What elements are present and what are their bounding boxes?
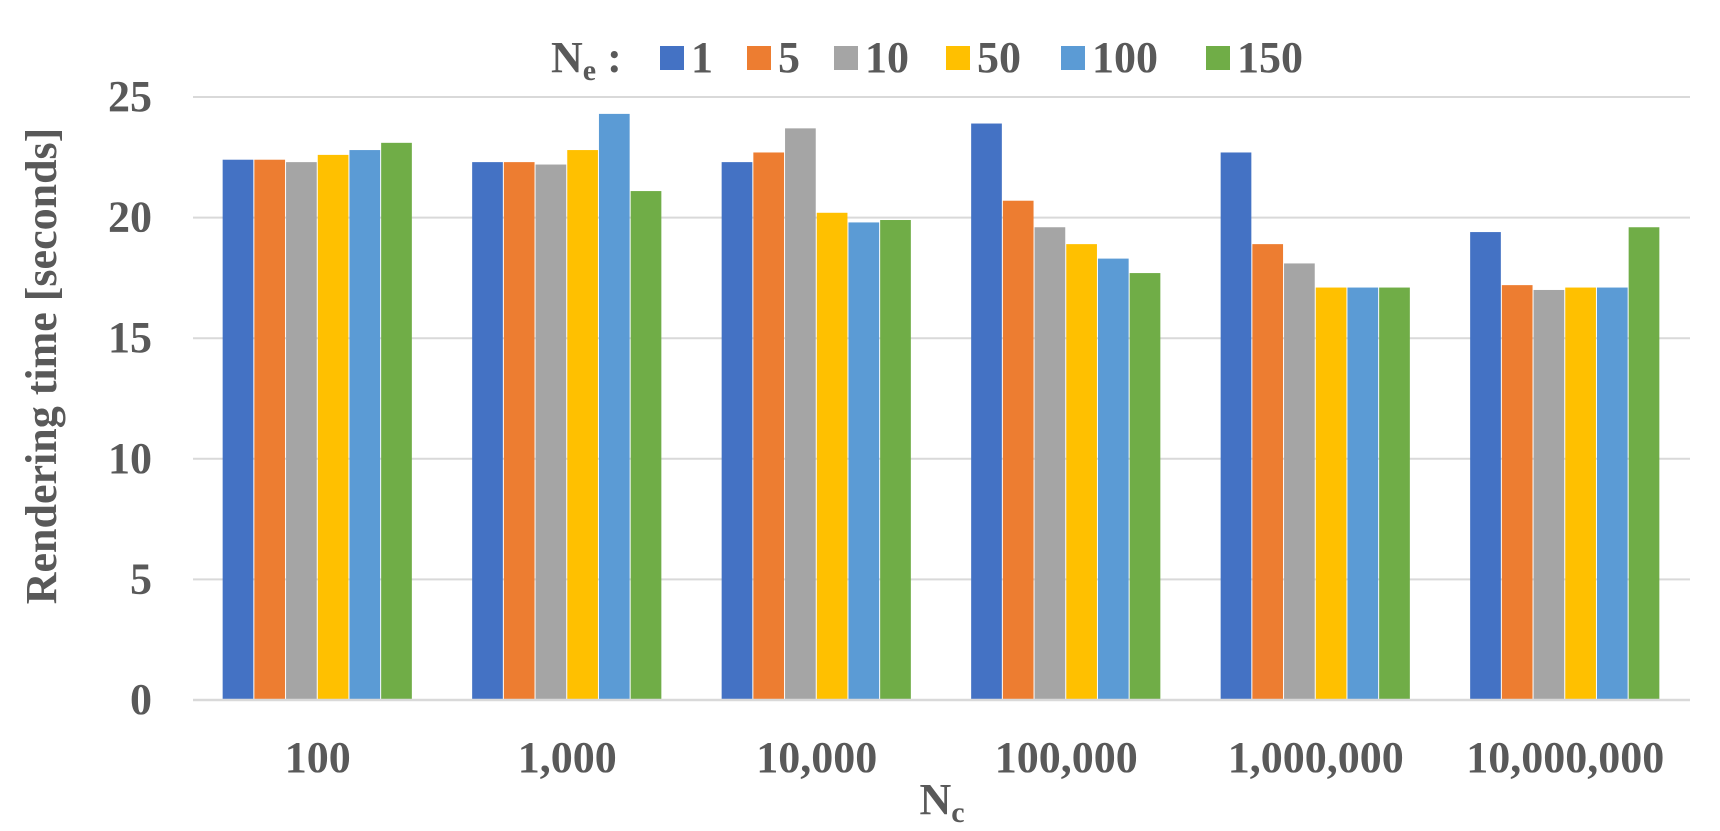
bar-100-ne-5 <box>254 159 286 700</box>
x-category-label: 100 <box>285 733 351 782</box>
bar-10000-ne-1 <box>721 162 753 700</box>
x-category-label: 1,000,000 <box>1228 733 1404 782</box>
y-axis-title: Rendering time [seconds] <box>17 128 66 605</box>
x-category-labels: 100 1,000 10,000 100,000 1,000,000 10,000,000 <box>285 733 1665 782</box>
y-tick-label: 0 <box>130 675 152 724</box>
bar-10000-ne-100 <box>848 222 880 700</box>
bar-100-ne-150 <box>381 142 412 700</box>
bars <box>222 113 1660 701</box>
bar-1000-ne-50 <box>567 150 598 701</box>
legend-swatch-ne-10 <box>834 46 858 70</box>
bar-10000000-ne-10 <box>1533 289 1565 700</box>
y-tick-label: 20 <box>108 193 152 242</box>
bar-1000000-ne-150 <box>1379 287 1410 700</box>
x-category-label: 1,000 <box>518 733 617 782</box>
bar-1000-ne-1 <box>472 162 503 700</box>
legend-label-ne-150: 150 <box>1237 33 1303 82</box>
legend-title: Ne : <box>551 33 622 87</box>
bar-10000-ne-50 <box>816 212 848 700</box>
legend-title-subscript: e <box>583 54 596 87</box>
bar-100000-ne-150 <box>1129 273 1161 700</box>
bar-1000000-ne-1 <box>1220 152 1252 700</box>
bar-1000000-ne-100 <box>1347 287 1379 700</box>
bar-1000000-ne-50 <box>1315 287 1347 700</box>
bar-100-ne-10 <box>286 162 317 700</box>
y-tick-label: 10 <box>108 434 152 483</box>
y-tick-label: 5 <box>130 554 152 603</box>
bar-100000-ne-1 <box>971 123 1002 701</box>
bar-1000-ne-100 <box>598 113 630 700</box>
legend-title-main: N <box>551 33 583 82</box>
bar-1000-ne-5 <box>503 162 535 700</box>
grid-lines <box>193 96 1690 581</box>
legend-title-suffix: : <box>596 33 622 82</box>
y-tick-labels: 0 5 10 15 20 25 <box>108 72 152 724</box>
x-category-label: 100,000 <box>995 733 1138 782</box>
bar-100-ne-1 <box>222 159 254 700</box>
bar-10000000-ne-50 <box>1565 287 1596 700</box>
bar-10000-ne-5 <box>753 152 785 700</box>
bar-10000000-ne-100 <box>1596 287 1628 700</box>
legend-swatch-ne-1 <box>660 46 684 70</box>
bar-100000-ne-50 <box>1066 244 1097 700</box>
bar-10000000-ne-1 <box>1470 232 1501 700</box>
bar-100000-ne-10 <box>1034 227 1066 701</box>
legend-label-ne-1: 1 <box>691 33 713 82</box>
y-tick-label: 25 <box>108 72 152 121</box>
x-axis-title-subscript: c <box>951 796 964 829</box>
bar-100000-ne-5 <box>1002 200 1034 700</box>
x-category-label: 10,000,000 <box>1466 733 1664 782</box>
bar-100-ne-50 <box>317 154 349 700</box>
bar-100-ne-100 <box>349 150 381 701</box>
bar-1000-ne-10 <box>535 164 567 700</box>
bar-10000-ne-10 <box>785 128 816 700</box>
legend: Ne : 1 5 10 50 100 150 <box>551 33 1303 87</box>
y-tick-label: 15 <box>108 313 152 362</box>
bar-1000000-ne-10 <box>1284 263 1315 700</box>
x-axis-title: Nc <box>919 775 964 829</box>
legend-label-ne-50: 50 <box>977 33 1021 82</box>
legend-swatch-ne-100 <box>1061 46 1085 70</box>
legend-label-ne-10: 10 <box>865 33 909 82</box>
legend-swatch-ne-50 <box>946 46 970 70</box>
x-category-label: 10,000 <box>756 733 877 782</box>
x-axis-title-main: N <box>919 775 951 824</box>
bar-1000-ne-150 <box>630 191 662 700</box>
legend-swatch-ne-5 <box>747 46 771 70</box>
legend-label-ne-5: 5 <box>778 33 800 82</box>
bar-100000-ne-100 <box>1097 258 1129 700</box>
bar-10000000-ne-150 <box>1628 227 1660 701</box>
bar-1000000-ne-5 <box>1252 244 1284 700</box>
legend-swatch-ne-150 <box>1206 46 1230 70</box>
legend-label-ne-100: 100 <box>1092 33 1158 82</box>
bar-10000-ne-150 <box>880 220 911 700</box>
legend-items: 1 5 10 50 100 150 <box>660 33 1303 82</box>
bar-10000000-ne-5 <box>1501 285 1533 700</box>
